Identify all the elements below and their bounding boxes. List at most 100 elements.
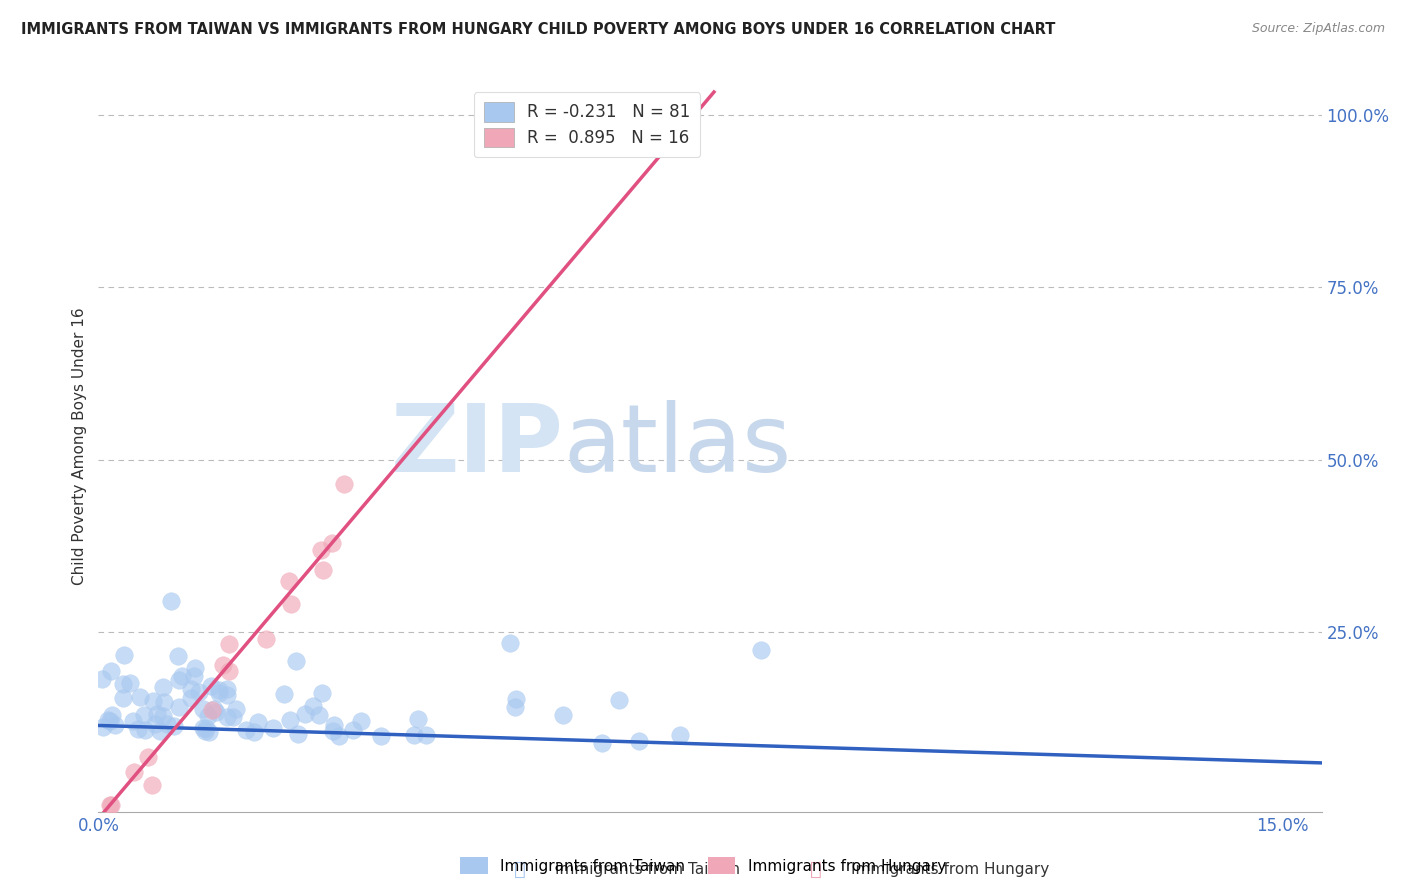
Point (143, 717, 166, 731)
Point (112, 648, 135, 662)
Point (312, 563, 335, 577)
Y-axis label: Child Poverty Among Boys Under 16: Child Poverty Among Boys Under 16 (72, 307, 87, 585)
Point (127, 722, 149, 736)
Point (97, 714, 120, 728)
Point (149, 723, 172, 738)
Point (142, 694, 165, 708)
Point (287, 727, 309, 741)
Point (294, 707, 316, 722)
Point (273, 687, 295, 701)
Point (91, 673, 114, 687)
Point (322, 724, 344, 739)
Point (167, 673, 190, 687)
Point (350, 714, 373, 728)
Point (202, 702, 225, 716)
Text: IMMIGRANTS FROM TAIWAN VS IMMIGRANTS FROM HUNGARY CHILD POVERTY AMONG BOYS UNDER: IMMIGRANTS FROM TAIWAN VS IMMIGRANTS FRO… (21, 22, 1056, 37)
Point (197, 708, 219, 723)
Point (404, 728, 426, 742)
Point (278, 574, 301, 589)
Point (499, 636, 522, 650)
Point (195, 722, 218, 736)
Point (198, 724, 221, 739)
Point (98, 797, 121, 812)
Point (322, 718, 344, 732)
Point (180, 682, 202, 697)
Point (112, 677, 135, 691)
Point (333, 477, 356, 491)
Point (194, 724, 217, 739)
Point (311, 686, 333, 700)
Point (749, 642, 772, 657)
Point (170, 669, 193, 683)
Point (183, 669, 205, 683)
Point (141, 778, 163, 792)
Legend: Immigrants from Taiwan, Immigrants from Hungary: Immigrants from Taiwan, Immigrants from … (454, 851, 952, 880)
Point (166, 648, 188, 663)
Point (152, 709, 174, 723)
Legend: R = -0.231   N = 81, R =  0.895   N = 16: R = -0.231 N = 81, R = 0.895 N = 16 (474, 92, 700, 157)
Point (201, 703, 224, 717)
Point (100, 665, 122, 679)
Point (262, 722, 284, 736)
Text: Immigrants from Hungary: Immigrants from Hungary (851, 863, 1049, 877)
Point (246, 714, 269, 729)
Point (129, 690, 152, 704)
Point (152, 680, 174, 694)
Point (503, 700, 526, 714)
Point (184, 661, 207, 675)
Text: ⬜: ⬜ (810, 860, 821, 880)
Point (321, 535, 343, 549)
Point (91, 720, 114, 734)
Point (104, 717, 127, 731)
Point (505, 692, 527, 706)
Point (309, 543, 332, 558)
Point (217, 681, 239, 696)
Point (254, 632, 277, 647)
Point (243, 725, 266, 739)
Point (284, 654, 307, 668)
Point (302, 699, 325, 714)
Point (163, 719, 186, 733)
Point (406, 712, 429, 726)
Point (208, 682, 231, 697)
Point (218, 637, 240, 651)
Point (204, 705, 226, 719)
Text: Immigrants from Taiwan: Immigrants from Taiwan (555, 863, 741, 877)
Point (280, 714, 302, 728)
Point (669, 728, 692, 742)
Point (308, 708, 330, 723)
Text: ZIP: ZIP (391, 400, 564, 492)
Point (280, 597, 302, 611)
Point (217, 688, 239, 702)
Point (98, 714, 121, 728)
Text: ⬜: ⬜ (515, 860, 526, 880)
Point (191, 721, 214, 735)
Point (160, 594, 183, 608)
Point (627, 733, 650, 747)
Point (169, 699, 191, 714)
Point (591, 735, 613, 749)
Point (553, 707, 575, 722)
Point (118, 675, 141, 690)
Point (208, 685, 231, 699)
Point (180, 691, 202, 706)
Point (132, 708, 155, 723)
Point (221, 709, 243, 723)
Point (215, 710, 238, 724)
Point (136, 750, 159, 764)
Point (370, 730, 392, 744)
Point (235, 723, 257, 737)
Point (153, 695, 176, 709)
Text: Source: ZipAtlas.com: Source: ZipAtlas.com (1251, 22, 1385, 36)
Point (111, 690, 134, 705)
Point (122, 714, 145, 729)
Point (191, 702, 214, 716)
Point (122, 764, 145, 779)
Point (212, 658, 235, 673)
Point (328, 729, 350, 743)
Point (101, 708, 124, 723)
Point (342, 723, 364, 737)
Point (218, 665, 240, 679)
Point (225, 702, 247, 716)
Point (146, 706, 169, 721)
